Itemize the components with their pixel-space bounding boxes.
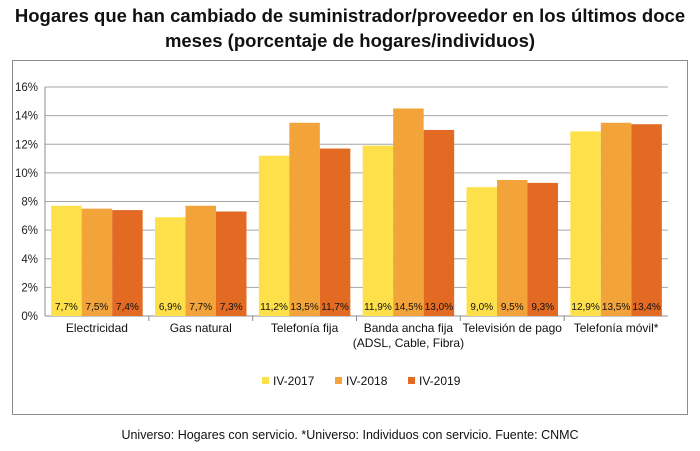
x-category-label: Electricidad: [66, 321, 128, 335]
bar-iv-2019: [527, 182, 558, 316]
y-tick-label: 6%: [21, 225, 38, 237]
bar-iv-2018: [497, 180, 528, 316]
data-label: 14,5%: [394, 302, 422, 313]
bar-iv-2017: [362, 145, 394, 316]
chart-title: Hogares que han cambiado de suministrado…: [0, 3, 700, 53]
x-category-label: Telefonía fija: [271, 321, 339, 335]
data-label: 13,0%: [425, 302, 453, 313]
y-tick-label: 0%: [21, 311, 38, 323]
data-label: 9,3%: [531, 302, 554, 313]
legend-label: IV-2017: [273, 374, 315, 388]
y-tick-label: 10%: [15, 168, 38, 180]
bar-iv-2017: [51, 205, 82, 316]
data-label: 6,9%: [159, 302, 182, 313]
x-category-label: Televisión de pago: [463, 321, 563, 335]
y-tick-label: 2%: [21, 282, 38, 294]
bar-iv-2017: [570, 131, 601, 316]
chart-footer: Universo: Hogares con servicio. *Univers…: [121, 428, 579, 442]
legend-item: IV-2018: [335, 372, 387, 390]
bar-iv-2018: [289, 122, 320, 316]
x-category-label: Gas natural: [170, 321, 232, 335]
legend-item: IV-2019: [408, 372, 460, 390]
x-category-label: (ADSL, Cable, Fibra): [353, 336, 464, 350]
y-tick-label: 16%: [15, 82, 38, 94]
data-label: 7,7%: [189, 302, 212, 313]
bar-iv-2018: [393, 108, 424, 316]
data-label: 13,4%: [632, 302, 660, 313]
bar-iv-2019: [423, 129, 455, 316]
data-label: 13,5%: [602, 302, 630, 313]
bar-iv-2019: [319, 148, 351, 316]
legend-swatch: [262, 377, 269, 385]
data-label: 7,3%: [220, 302, 243, 313]
bar-iv-2019: [112, 210, 143, 316]
chart-title-line-1: Hogares que han cambiado de suministrado…: [14, 5, 686, 26]
data-label: 9,5%: [501, 302, 524, 313]
bar-iv-2017: [466, 187, 497, 316]
chart-legend: IV-2017 IV-2018 IV-2019: [0, 372, 700, 390]
y-tick-label: 4%: [21, 254, 38, 266]
data-label: 9,0%: [470, 302, 493, 313]
legend-swatch: [335, 377, 342, 385]
legend-label: IV-2018: [346, 374, 388, 388]
chart-title-line-2: meses (porcentaje de hogares/individuos): [164, 30, 536, 51]
data-label: 11,9%: [364, 302, 392, 313]
data-label: 7,4%: [116, 302, 139, 313]
bar-iv-2018: [600, 122, 632, 316]
legend-swatch: [408, 377, 415, 385]
y-tick-label: 12%: [15, 139, 38, 151]
legend-label: IV-2019: [419, 374, 461, 388]
legend-item: IV-2017: [262, 372, 314, 390]
bar-iv-2019: [216, 211, 247, 316]
chart-frame: [12, 60, 688, 415]
data-label: 7,5%: [86, 302, 109, 313]
bar-iv-2019: [631, 124, 662, 317]
data-label: 11,7%: [321, 302, 349, 313]
data-label: 12,9%: [571, 302, 599, 313]
bar-iv-2018: [185, 205, 216, 316]
bar-iv-2017: [155, 217, 186, 316]
data-label: 7,7%: [55, 302, 78, 313]
bar-iv-2017: [258, 155, 290, 316]
data-label: 13,5%: [290, 302, 318, 313]
x-category-label: Banda ancha fija: [364, 321, 454, 335]
y-tick-label: 14%: [15, 111, 38, 123]
data-label: 11,2%: [260, 302, 288, 313]
y-tick-label: 8%: [21, 197, 38, 209]
bar-iv-2018: [81, 208, 113, 316]
x-category-label: Telefonía móvil*: [574, 321, 659, 335]
